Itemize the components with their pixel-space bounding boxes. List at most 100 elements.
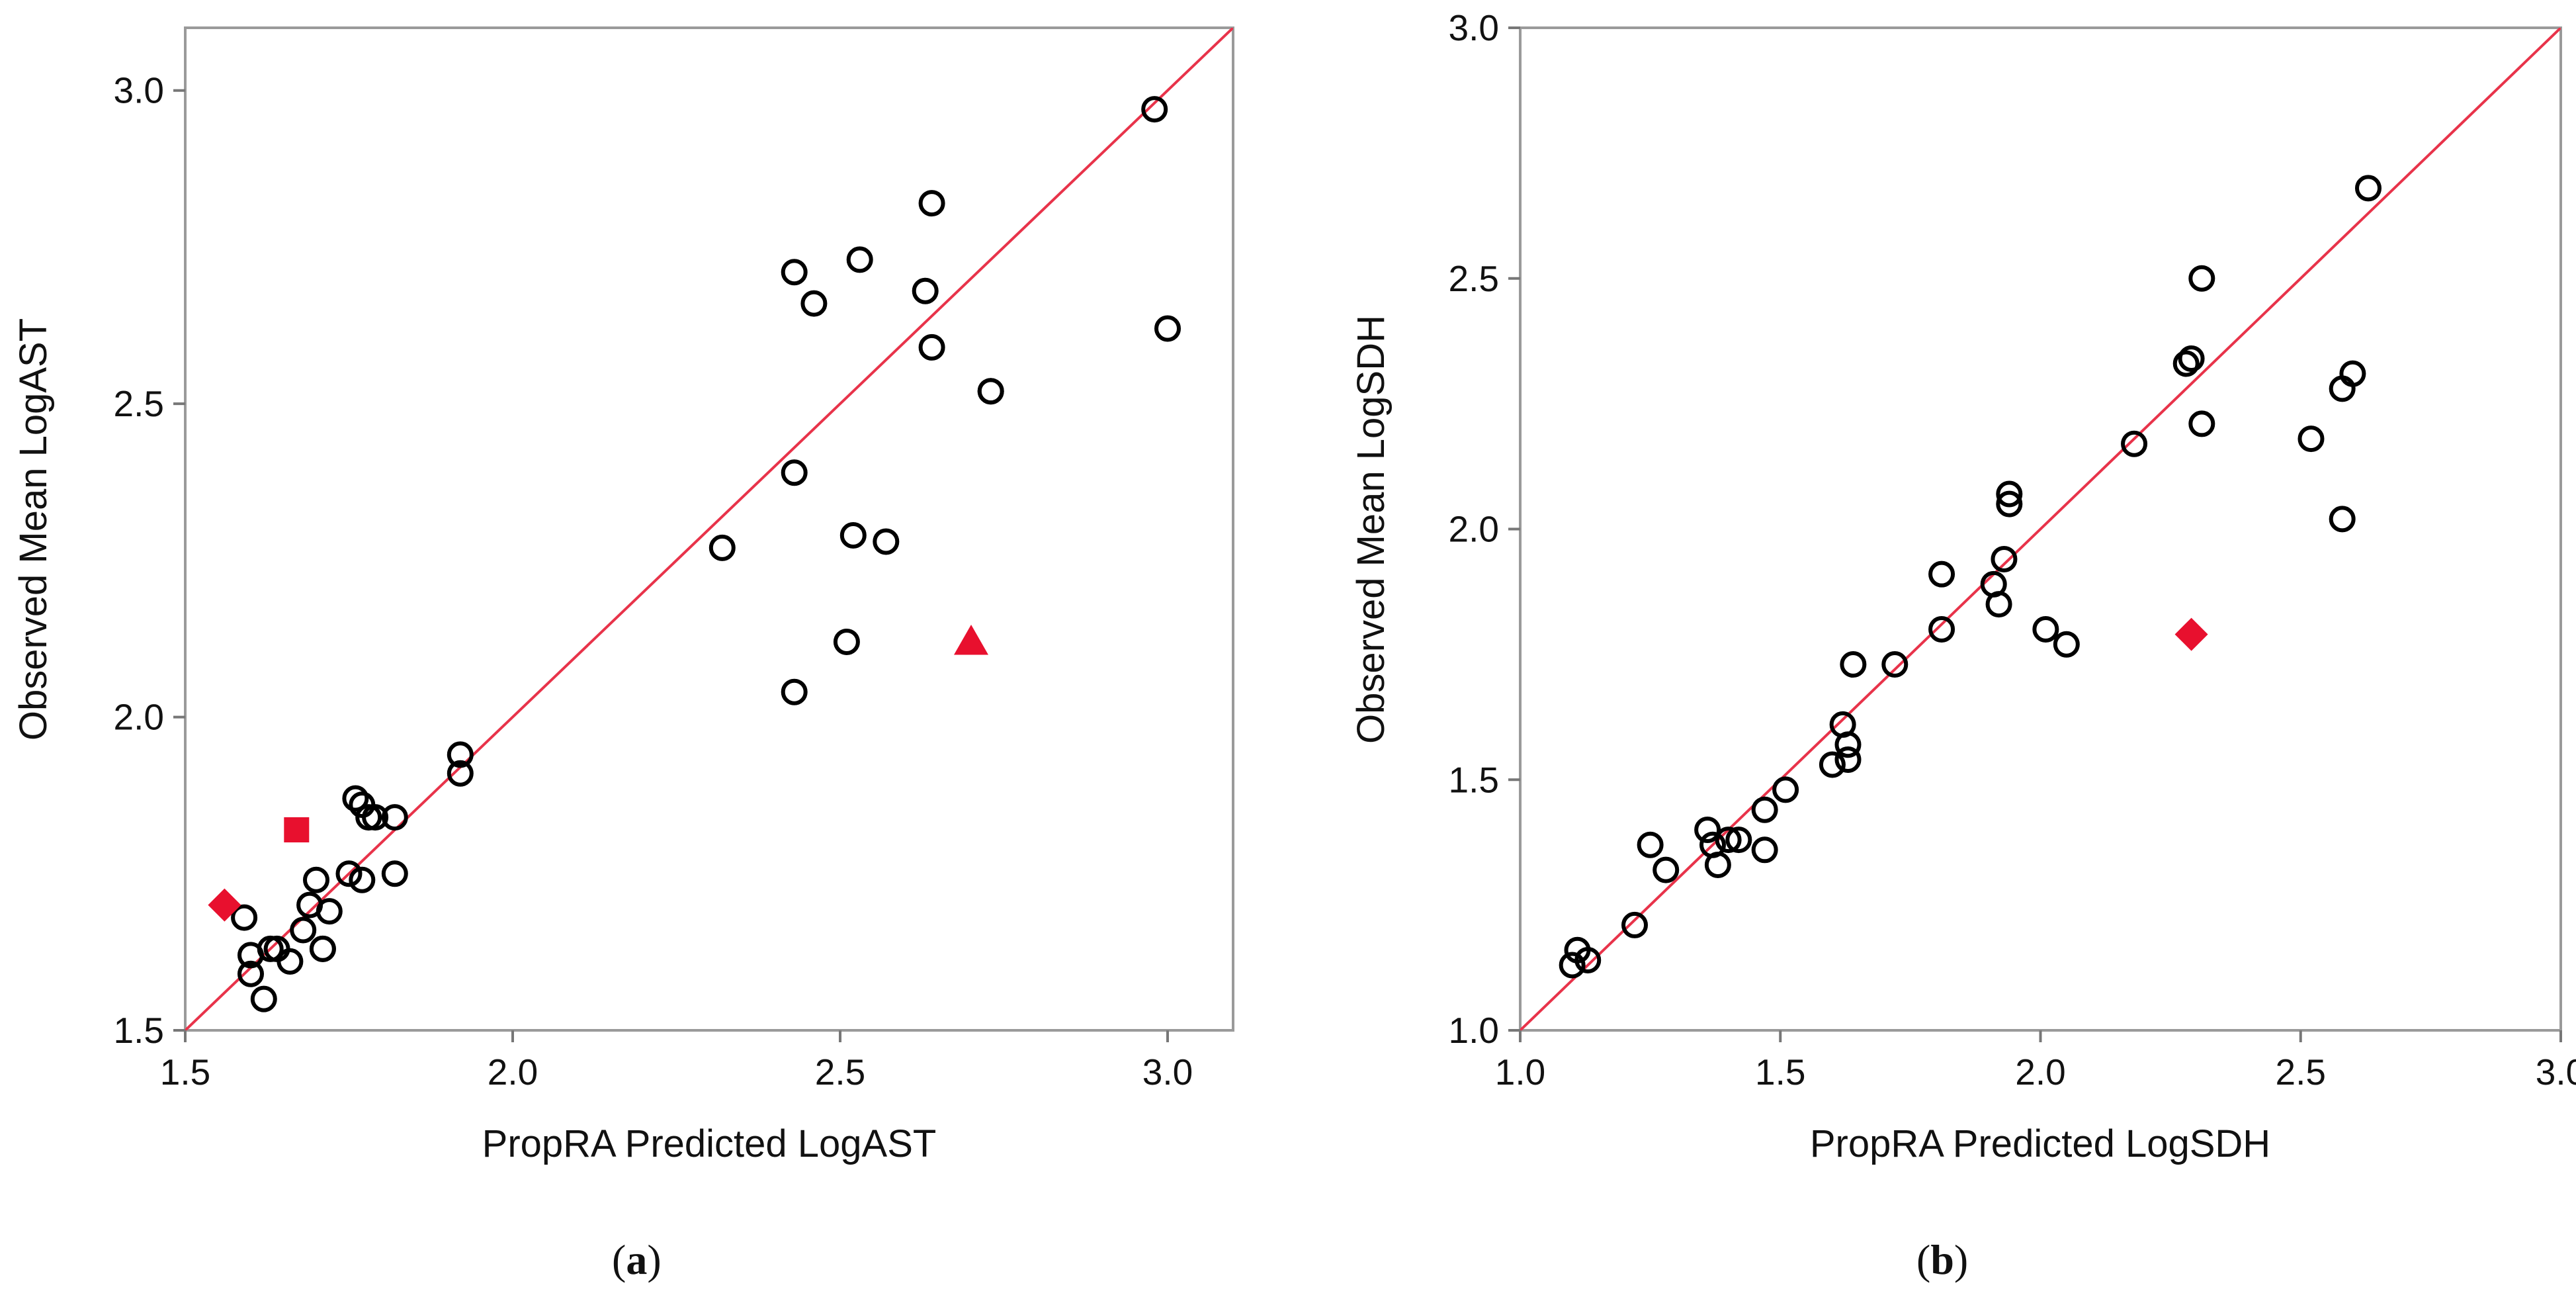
panel-b: 1.0 1.5 2.0 2.5 3.0 1.0 1.5 2.0 2.5 3.0 PropRA Pr… [1350, 7, 2576, 1283]
x-tick-label-b-0: 1.0 [1495, 1052, 1545, 1093]
circle-point-a-0 [231, 904, 258, 931]
ticks-b: 1.0 1.5 2.0 2.5 3.0 1.0 1.5 2.0 2.5 3.0 [1449, 7, 2576, 1093]
circle-point-a-34 [918, 190, 945, 217]
circle-point-b-37 [2339, 360, 2366, 387]
circle-point-a-27 [800, 290, 828, 317]
circle-point-a-36 [977, 378, 1004, 405]
circle-point-a-22 [447, 760, 474, 787]
markers-b [1559, 175, 2382, 979]
x-tick-label-a-2: 2.5 [815, 1052, 865, 1093]
circle-point-b-8 [1704, 852, 1731, 879]
x-tick-label-a-3: 3.0 [1142, 1052, 1193, 1093]
circle-point-b-2 [1574, 946, 1602, 973]
caption-letter-a: a [626, 1236, 647, 1283]
circle-point-a-24 [781, 259, 808, 286]
circle-point-a-7 [290, 917, 317, 944]
panel-a: 1.5 2.0 2.5 3.0 1.5 2.0 2.5 3.0 PropRA Predicte… [12, 26, 1234, 1283]
y-tick-label-a-3: 3.0 [114, 70, 164, 111]
circle-point-a-26 [781, 678, 808, 705]
circle-point-b-11 [1751, 796, 1778, 823]
circle-point-b-24 [1991, 545, 2018, 572]
circle-point-b-27 [2032, 616, 2059, 643]
circle-point-a-29 [839, 521, 867, 549]
circle-point-a-38 [1154, 315, 1181, 342]
y-axis-label-a: Observed Mean LogAST [12, 318, 55, 740]
circle-point-b-30 [2172, 350, 2200, 377]
circle-point-b-13 [1772, 776, 1799, 803]
circle-point-a-15 [349, 866, 376, 893]
caption-a: (a) [612, 1236, 662, 1283]
circle-point-b-18 [1840, 651, 1867, 678]
circle-point-a-9 [303, 866, 329, 893]
circle-point-b-25 [1996, 480, 2023, 508]
y-tick-label-b-1: 1.5 [1449, 759, 1499, 800]
y-tick-label-b-2: 2.0 [1449, 509, 1499, 550]
circle-point-b-20 [1928, 560, 1955, 588]
circle-point-b-14 [1819, 751, 1846, 778]
y-tick-label-a-2: 2.5 [114, 383, 164, 424]
caption-letter-b: b [1930, 1236, 1954, 1283]
circle-point-b-9 [1715, 827, 1742, 854]
square-point-a-0 [284, 817, 310, 842]
circle-point-b-34 [2297, 426, 2325, 453]
circle-point-a-2 [237, 960, 264, 987]
circle-point-b-4 [1637, 831, 1664, 858]
circle-point-a-6 [277, 948, 304, 975]
x-axis-label-b: PropRA Predicted LogSDH [1810, 1122, 2270, 1165]
circle-point-b-6 [1694, 817, 1721, 843]
circle-point-a-12 [316, 898, 343, 925]
x-tick-label-b-4: 3.0 [2536, 1052, 2576, 1093]
circle-point-a-30 [846, 246, 873, 273]
circle-point-a-14 [342, 785, 369, 812]
circle-point-a-21 [447, 741, 474, 768]
identity-line-group-b [1520, 28, 2561, 1030]
circle-point-b-32 [2188, 265, 2215, 292]
y-tick-label-b-0: 1.0 [1449, 1010, 1499, 1051]
ticks-a: 1.5 2.0 2.5 3.0 1.5 2.0 2.5 3.0 [114, 70, 1193, 1093]
circle-point-b-31 [2178, 345, 2205, 372]
circle-point-a-37 [1141, 96, 1168, 123]
identity-line-a [185, 28, 1233, 1030]
circle-point-a-31 [873, 528, 900, 555]
circle-point-b-19 [1881, 651, 1909, 678]
diamond-point-a-0 [208, 888, 241, 922]
circle-point-a-13 [335, 860, 363, 887]
y-tick-label-a-1: 2.0 [114, 697, 164, 738]
x-tick-label-a-1: 2.0 [488, 1052, 538, 1093]
circle-point-a-28 [833, 628, 860, 655]
x-axis-label-a: PropRA Predicted LogAST [482, 1122, 937, 1165]
circle-point-a-32 [912, 277, 939, 304]
plot-frame-a [184, 26, 1234, 1032]
circle-point-a-3 [250, 985, 277, 1012]
y-tick-label-b-4: 3.0 [1449, 7, 1499, 48]
circle-point-b-17 [1834, 731, 1862, 758]
circle-point-b-10 [1725, 827, 1752, 854]
circle-point-b-36 [2329, 506, 2356, 533]
circle-point-a-25 [781, 459, 808, 486]
y-tick-label-a-0: 1.5 [114, 1010, 164, 1051]
y-axis-label-b: Observed Mean LogSDH [1350, 315, 1393, 744]
circle-point-b-33 [2188, 410, 2215, 437]
x-tick-label-a-0: 1.5 [160, 1052, 210, 1093]
x-tick-label-b-3: 2.5 [2276, 1052, 2326, 1093]
circle-point-b-38 [2354, 175, 2382, 202]
triangle-point-a-0 [954, 624, 988, 655]
circle-point-b-0 [1559, 952, 1586, 979]
circle-point-a-19 [381, 860, 408, 887]
circle-point-a-33 [918, 334, 945, 361]
circle-point-b-23 [1985, 591, 2012, 618]
circle-point-b-29 [2121, 430, 2148, 457]
y-tick-label-b-3: 2.5 [1449, 258, 1499, 299]
circle-point-b-3 [1621, 911, 1649, 938]
caption-b: (b) [1916, 1236, 1968, 1283]
circle-point-b-21 [1928, 616, 1955, 643]
identity-line-group-a [185, 28, 1233, 1030]
circle-point-b-28 [2053, 631, 2080, 658]
x-tick-label-b-2: 2.0 [2015, 1052, 2065, 1093]
circle-point-a-20 [381, 804, 408, 831]
circle-point-a-11 [309, 935, 336, 962]
circle-point-b-16 [1834, 746, 1862, 773]
markers-a [208, 96, 1181, 1012]
diamond-point-b-0 [2174, 617, 2208, 651]
